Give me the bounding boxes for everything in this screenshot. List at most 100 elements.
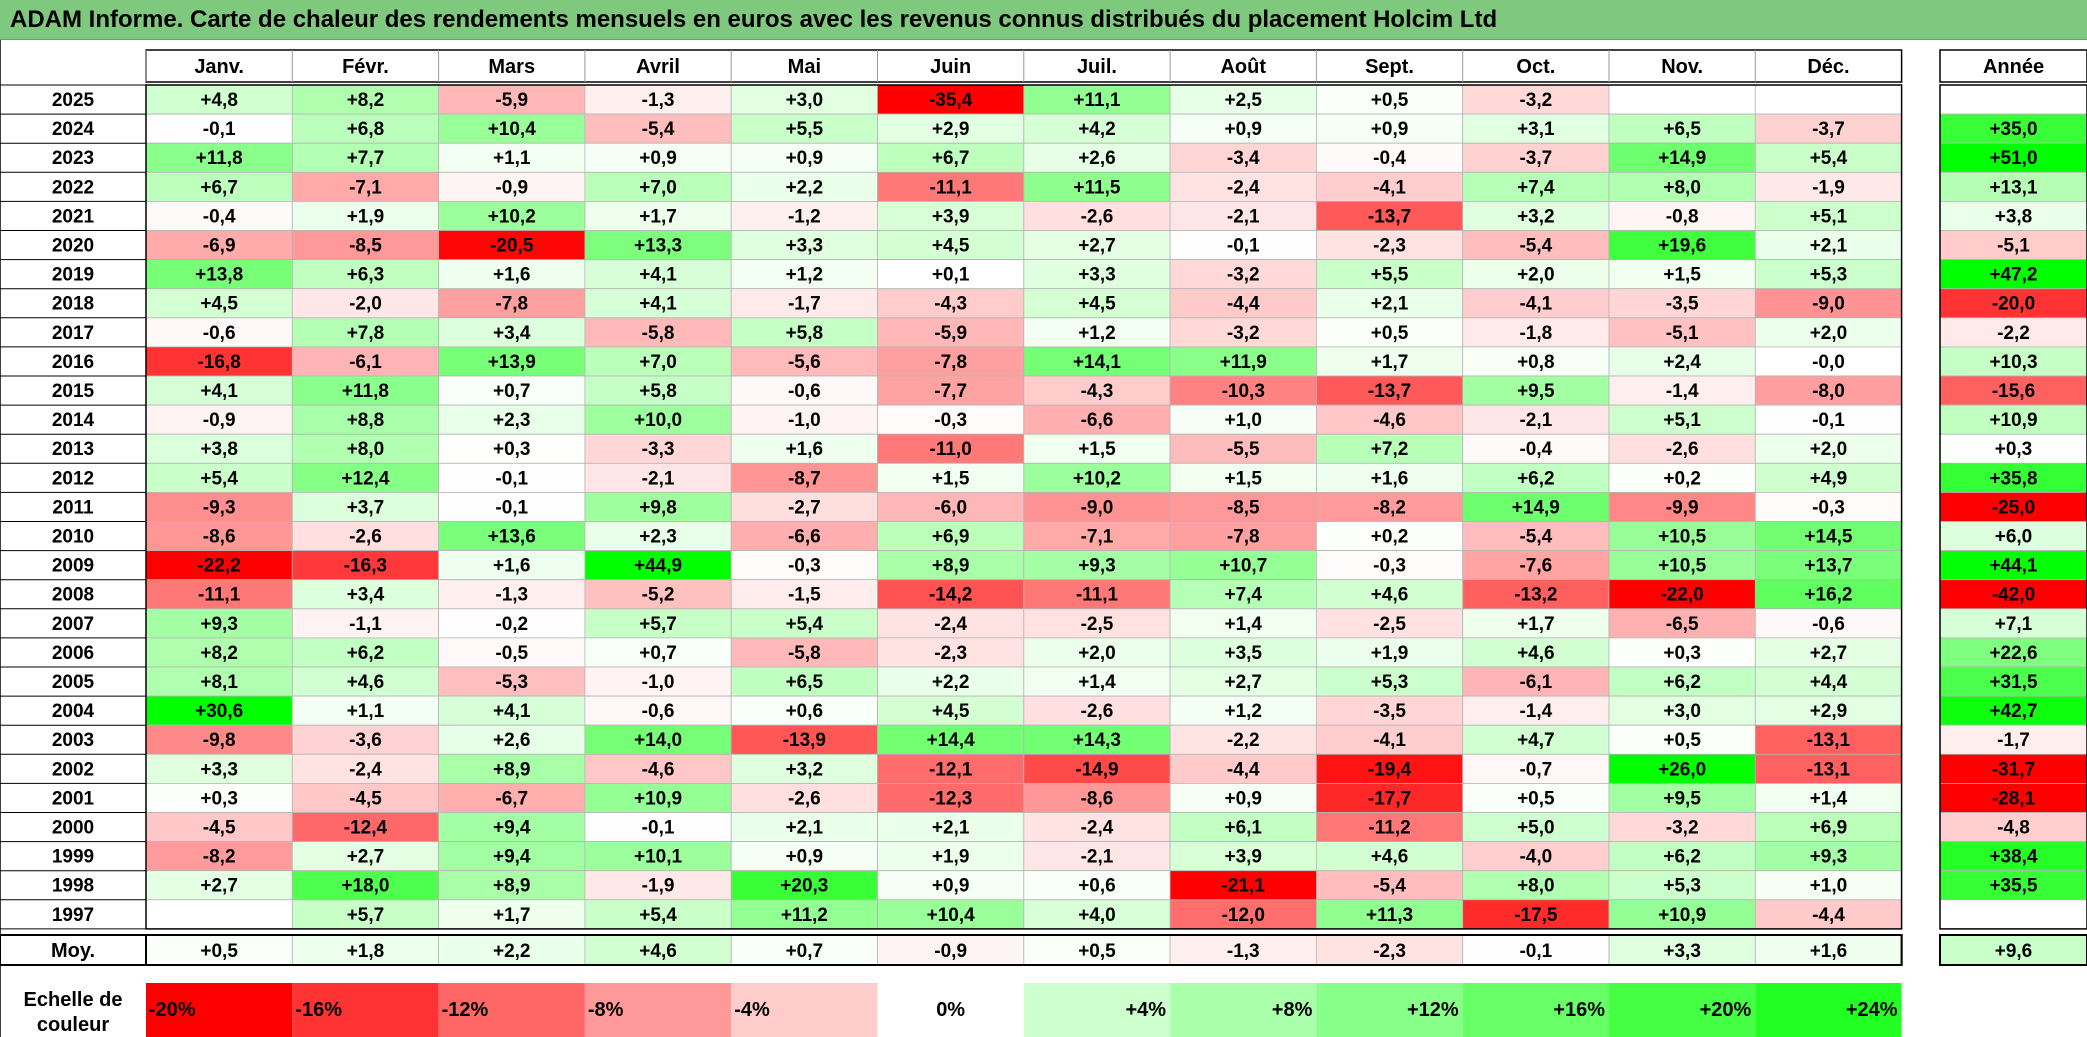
heatmap-cell — [1608, 579, 1756, 610]
year-label: 2003 — [52, 730, 94, 751]
scale-swatch — [731, 983, 878, 1037]
annual-value: +3,8 — [1995, 206, 2033, 227]
annual-cell — [1939, 142, 2087, 173]
cell-value: -2,1 — [1519, 410, 1552, 431]
cell-value: -2,2 — [1227, 730, 1260, 751]
cell-value: +2,3 — [639, 527, 677, 548]
cell-value: +4,6 — [347, 672, 385, 693]
heatmap-cell — [438, 491, 586, 522]
cell-value: -2,4 — [934, 614, 967, 635]
cell-value: -1,3 — [642, 90, 675, 111]
cell-value: +6,7 — [932, 148, 970, 169]
heatmap-cell — [145, 870, 293, 901]
heatmap-cell — [1023, 666, 1171, 697]
annual-value: +0,3 — [1995, 439, 2033, 460]
heatmap-cell — [1754, 608, 1903, 639]
heatmap-cell — [1754, 375, 1903, 406]
cell-value: -0,1 — [495, 468, 528, 489]
cell-value: +14,4 — [927, 730, 976, 751]
heatmap-cell — [1023, 608, 1171, 639]
cell-value: -5,2 — [642, 585, 675, 606]
heatmap-cell — [1169, 695, 1317, 726]
cell-value: -3,7 — [1519, 148, 1552, 169]
average-annual-value: +9,6 — [1995, 941, 2033, 962]
cell-value: -5,9 — [495, 90, 528, 111]
cell-value: -12,3 — [929, 788, 972, 809]
heatmap-cell — [1608, 142, 1756, 173]
cell-value: -8,2 — [203, 847, 236, 868]
annual-header-cell — [1939, 49, 2087, 83]
cell-value: +6,9 — [1810, 818, 1848, 839]
heatmap-cell — [145, 113, 293, 144]
cell-value: +0,1 — [932, 265, 970, 286]
scale-swatch — [1170, 983, 1317, 1037]
annual-cell — [1939, 899, 2087, 930]
heatmap-cell — [438, 433, 586, 464]
heatmap-cell — [145, 404, 293, 435]
cell-value: -19,4 — [1368, 759, 1412, 780]
heatmap-cell — [1462, 521, 1610, 552]
cell-value: +8,0 — [1663, 177, 1701, 198]
cell-value: -0,6 — [203, 323, 236, 344]
cell-value: +11,8 — [342, 381, 389, 402]
cell-value: -3,2 — [1227, 265, 1260, 286]
heatmap-cell — [291, 666, 439, 697]
heatmap-cell — [438, 899, 586, 930]
cell-value: +8,8 — [347, 410, 385, 431]
heatmap-cell — [291, 812, 439, 843]
cell-value: -2,6 — [1081, 206, 1114, 227]
heatmap-cell — [584, 753, 732, 784]
heatmap-cell — [1169, 550, 1317, 581]
heatmap-cell — [1316, 375, 1464, 406]
heatmap-cell — [584, 375, 732, 406]
cell-value: +2,9 — [1810, 701, 1848, 722]
heatmap-cell — [1169, 812, 1317, 843]
cell-value: +1,9 — [932, 847, 970, 868]
month-header: Avril — [636, 56, 680, 78]
cell-value: -8,6 — [203, 527, 236, 548]
heatmap-cell — [291, 550, 439, 581]
cell-value: +1,4 — [1224, 614, 1262, 635]
cell-value: -3,3 — [642, 439, 675, 460]
heatmap-cell — [1169, 899, 1317, 930]
cell-value: -9,3 — [203, 497, 236, 518]
heatmap-cell — [584, 142, 732, 173]
average-value: +0,5 — [1078, 941, 1116, 962]
heatmap-cell — [1754, 550, 1903, 581]
cell-value: +0,6 — [1078, 876, 1116, 897]
cell-value: +3,0 — [1663, 701, 1701, 722]
cell-value: +6,3 — [347, 265, 385, 286]
cell-value: -0,4 — [1519, 439, 1552, 460]
average-cell — [1608, 934, 1756, 966]
heatmap-cell — [1316, 230, 1464, 261]
cell-value: -5,6 — [788, 352, 821, 373]
cell-value: -5,9 — [934, 323, 967, 344]
heatmap-cell — [1462, 899, 1610, 930]
heatmap-cell — [438, 724, 586, 755]
heatmap-cell — [438, 142, 586, 173]
year-label: 2011 — [52, 497, 94, 518]
cell-value: -7,1 — [349, 177, 382, 198]
cell-value: +3,9 — [932, 206, 970, 227]
cell-value: -0,9 — [495, 177, 528, 198]
heatmap-cell — [730, 375, 878, 406]
heatmap-cell — [1754, 637, 1903, 668]
cell-value: +0,9 — [786, 847, 824, 868]
heatmap-cell — [730, 491, 878, 522]
heatmap-cell — [145, 812, 293, 843]
cell-value: -14,9 — [1075, 759, 1118, 780]
cell-value: -17,5 — [1514, 905, 1558, 926]
heatmap-cell — [1169, 666, 1317, 697]
cell-value: +14,5 — [1804, 527, 1853, 548]
cell-value: -13,9 — [783, 730, 826, 751]
cell-value: +1,5 — [1663, 265, 1701, 286]
heatmap-cell — [1023, 899, 1171, 930]
cell-value: +4,1 — [493, 701, 531, 722]
heatmap-cell — [1462, 113, 1610, 144]
cell-value: -5,4 — [1519, 236, 1552, 257]
heatmap-cell — [584, 841, 732, 872]
cell-value: +5,3 — [1810, 265, 1848, 286]
cell-value: -20,5 — [490, 236, 534, 257]
annual-value: +35,0 — [1989, 119, 2037, 140]
heatmap-cell — [291, 230, 439, 261]
